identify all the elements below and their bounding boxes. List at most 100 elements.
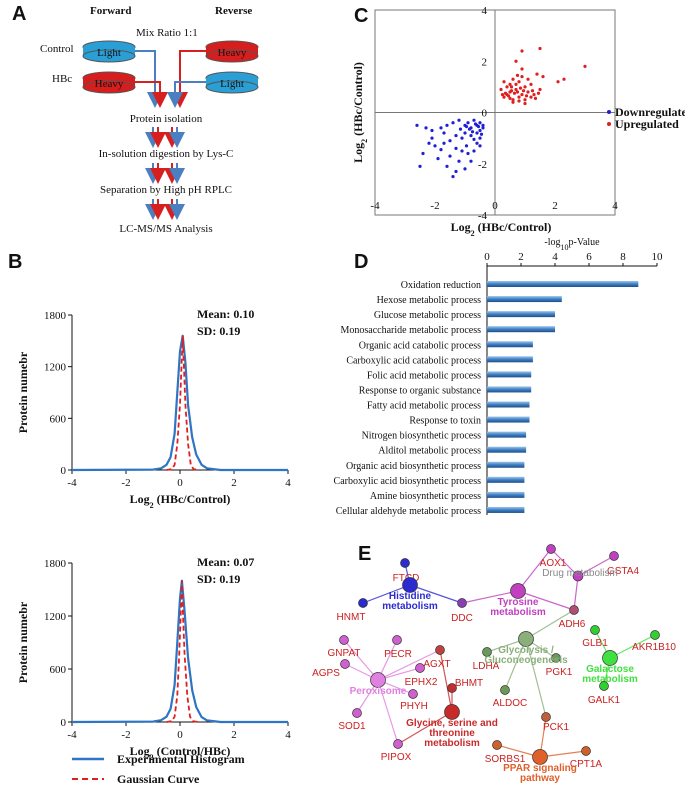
sd-label: SD: 0.19 [197,324,240,338]
downregulated-point [439,126,443,130]
upregulated-point [511,77,515,81]
upregulated-point [520,92,524,97]
network-node-ddc [457,598,467,608]
downregulated-point [478,144,482,148]
downregulated-point [421,151,425,156]
y-tick-label: 600 [50,664,67,676]
dish-label: Heavy [218,47,247,59]
mix-lines [135,50,206,108]
legend-gaussian: Gaussian Curve [117,772,200,786]
panel-b-legend: Experimental Histogram Gaussian Curve [72,752,245,786]
step-protein-isolation: Protein isolation [130,113,203,125]
pathway-label: Drug metabolism [542,568,618,579]
upregulated-point [506,94,511,98]
downregulated-point [470,130,475,134]
downregulated-point [430,136,434,140]
gene-label: GALK1 [588,695,621,706]
network-node-galk1 [599,681,609,691]
upregulated-point [509,85,514,89]
legend-upregulated: Upregulated [615,117,679,131]
bar [487,356,533,363]
gene-label: PIPOX [381,752,412,763]
upregulated-point [562,77,566,81]
network-edge [525,638,547,718]
downregulated-point [445,164,449,168]
upregulated-point [505,85,509,89]
y-tick-label: 0 [482,108,488,120]
x-axis-label: Log2 (HBc/Control) [451,220,552,238]
x-tick-label: -2 [430,200,439,212]
downregulated-point [460,149,464,153]
upregulated-point [541,75,545,79]
gene-label: PHYH [400,701,428,712]
upregulated-point [511,98,515,102]
gene-label: AOX1 [540,558,567,569]
gene-label: ADH6 [559,619,586,630]
network-node-phyh [408,689,418,699]
downregulated-point [463,167,467,171]
legend-marker-upregulated [607,122,611,126]
x-tick-label: 4 [612,200,618,212]
bar [487,311,555,318]
x-tick-label: 0 [492,200,498,212]
x-tick-label: -4 [67,729,77,741]
upregulated-point [523,98,527,102]
panel-e-letter: E [358,543,371,565]
upregulated-point [538,87,542,92]
pathway-label: Galactose [586,664,634,675]
x-tick-label: 0 [177,477,183,489]
network-node-tyr [510,583,526,599]
dish-forward-hbc: Heavy [82,71,136,94]
bar-category-label: Hexose metabolic process [377,295,482,306]
gene-label: GSTA4 [607,566,639,577]
gene-label: PECR [384,649,412,660]
pathway-label: metabolism [490,607,546,618]
downregulated-point [479,132,484,136]
upregulated-point [508,96,512,101]
upregulated-point [499,87,503,92]
network-edge [609,634,656,659]
pathway-network: FTCDHNMTDDCHistidinemetabolismAOX1GSTA4D… [312,544,676,784]
y-axis-label: Protein numebr [16,351,30,433]
downregulated-point [472,149,476,153]
upregulated-point [538,46,542,51]
downregulated-point [454,146,458,150]
network-node-cpt1a [581,746,591,756]
pathway-label: Gluconeogenesis [484,655,568,666]
upregulated-point [536,91,541,95]
bar-category-label: Nitrogen biosynthetic process [362,431,482,442]
upregulated-point [521,89,526,93]
network-node-pipox [393,739,403,749]
upregulated-point [502,80,506,84]
upregulated-point [511,100,515,104]
bar-category-label: Organic acid biosynthetic process [346,461,481,472]
network-edge [504,638,527,691]
scatter-plot: -4 -2 0 2 4 -4 -2 0 2 4 Log2 (HBc/Control) Log2 (HB… [351,5,685,238]
downregulated-point [424,126,428,130]
downregulated-point [457,118,461,122]
y-axis-label: Log2 (HBc/Control) [351,62,369,163]
bar [487,506,525,513]
upregulated-point [520,49,524,53]
legend-marker-downregulated [607,110,611,114]
bar-category-label: Amine biosynthetic process [370,491,481,502]
downregulated-point [445,123,449,127]
upregulated-point [517,80,521,84]
bar-category-label: Folic acid metabolic process [367,370,481,381]
sd-label: SD: 0.19 [197,572,240,586]
panel-c-letter: C [354,5,368,27]
panel-d-letter: D [354,251,368,273]
pathway-label: Tyrosine [498,597,539,608]
upregulated-point [514,87,518,92]
control-label: Control [40,43,74,55]
y-tick-label: -4 [478,210,488,222]
pathway-label: Histidine [389,591,432,602]
bar-category-label: Oxidation reduction [401,280,481,291]
upregulated-point [514,82,518,86]
downregulated-point [415,123,419,127]
network-node-akr1b10 [650,630,660,640]
dish-reverse-hbc: Light [205,71,259,94]
upregulated-point [517,95,521,99]
upregulated-point [518,86,523,90]
downregulated-point [448,139,452,143]
